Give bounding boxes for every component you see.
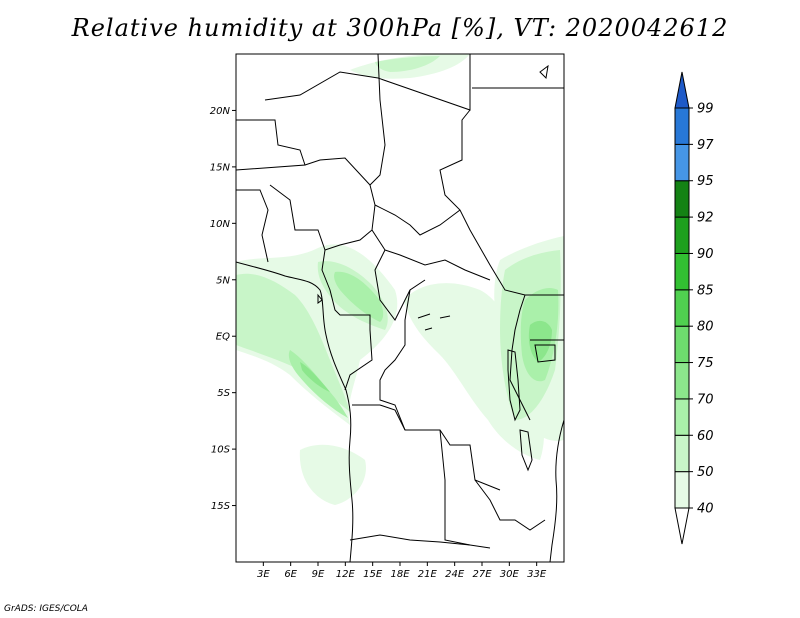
colorbar-segment bbox=[674, 289, 690, 327]
lon-tick-label: 15E bbox=[363, 569, 383, 580]
colorbar-segment bbox=[674, 434, 690, 473]
lat-tick-label: 15N bbox=[210, 162, 231, 173]
border-line bbox=[439, 429, 471, 546]
country-borders bbox=[236, 54, 564, 562]
colorbar-segment bbox=[674, 398, 690, 436]
lon-tick-label: 33E bbox=[527, 569, 547, 580]
border-line bbox=[321, 249, 373, 391]
lat-tick-label: 15S bbox=[211, 501, 231, 512]
colorbar-segment bbox=[674, 252, 690, 291]
border-line bbox=[384, 249, 491, 281]
colorbar: 40 50 60 70 75 80 85 90 92 95 97 99 bbox=[674, 71, 714, 545]
lat-tick-label: 20N bbox=[210, 106, 231, 117]
humidity-region-medium bbox=[375, 56, 440, 72]
border-line bbox=[379, 289, 411, 431]
colorbar-label: 40 bbox=[697, 502, 714, 517]
colorbar-label: 50 bbox=[697, 465, 714, 480]
lon-tick-label: 21E bbox=[418, 569, 438, 580]
longitude-axis: 3E 6E 9E 12E 15E 18E 21E 24E 27E 30E 33E bbox=[257, 562, 547, 580]
map-title: Relative humidity at 300hPa [%], VT: 202… bbox=[71, 14, 729, 42]
border-line bbox=[269, 184, 373, 251]
border-line bbox=[352, 404, 501, 491]
humidity-region-dark bbox=[334, 271, 384, 322]
colorbar-label: 99 bbox=[697, 102, 714, 117]
lon-tick-label: 9E bbox=[312, 569, 325, 580]
colorbar-label: 85 bbox=[697, 283, 714, 298]
border-line bbox=[374, 204, 461, 236]
colorbar-segment bbox=[674, 143, 690, 182]
island-outline bbox=[317, 293, 323, 304]
lake-outline bbox=[534, 344, 556, 363]
latitude-axis: 20N 15N 10N 5N EQ 5S 10S 15S bbox=[210, 106, 236, 512]
lat-tick-label: 10N bbox=[210, 219, 231, 230]
lat-tick-label: 5N bbox=[216, 275, 230, 286]
lon-tick-label: 12E bbox=[336, 569, 356, 580]
colorbar-segment bbox=[674, 216, 690, 254]
humidity-region-medium bbox=[236, 273, 350, 412]
island-outline bbox=[539, 64, 549, 80]
colorbar-label: 75 bbox=[697, 356, 714, 371]
lon-tick-label: 27E bbox=[472, 569, 492, 580]
colorbar-segment bbox=[674, 107, 690, 145]
colorbar-upper-arrow bbox=[674, 71, 690, 109]
lat-tick-label: 5S bbox=[217, 388, 230, 399]
border-line bbox=[264, 54, 471, 111]
border-line bbox=[474, 479, 546, 531]
colorbar-segment bbox=[674, 471, 690, 509]
colorbar-lower-arrow bbox=[674, 507, 690, 545]
border-line bbox=[349, 534, 491, 549]
colorbar-label: 90 bbox=[697, 247, 714, 262]
colorbar-label: 97 bbox=[697, 138, 714, 153]
colorbar-label: 80 bbox=[697, 320, 714, 335]
lat-tick-label: EQ bbox=[216, 332, 230, 343]
coastline-east bbox=[549, 419, 564, 562]
border-line bbox=[236, 189, 269, 263]
colorbar-label: 92 bbox=[697, 211, 714, 226]
lon-tick-label: 18E bbox=[390, 569, 410, 580]
grads-credit: GrADS: IGES/COLA bbox=[4, 604, 88, 614]
river-outline bbox=[417, 313, 451, 331]
lon-tick-label: 24E bbox=[445, 569, 465, 580]
humidity-field bbox=[236, 54, 564, 505]
lat-tick-label: 10S bbox=[211, 445, 231, 456]
border-line bbox=[304, 54, 386, 186]
colorbar-label: 70 bbox=[697, 392, 714, 407]
lake-outline bbox=[507, 349, 521, 422]
border-line bbox=[369, 184, 426, 321]
humidity-region-dark bbox=[528, 320, 552, 362]
humidity-region-dark bbox=[300, 362, 330, 392]
colorbar-segment bbox=[674, 180, 690, 218]
humidity-region-light bbox=[299, 444, 366, 505]
lon-tick-label: 3E bbox=[257, 569, 270, 580]
colorbar-label: 95 bbox=[697, 174, 714, 189]
colorbar-segment bbox=[674, 325, 690, 364]
colorbar-segment bbox=[674, 362, 690, 400]
coastline-west bbox=[236, 261, 354, 562]
lon-tick-label: 30E bbox=[500, 569, 520, 580]
lon-tick-label: 6E bbox=[284, 569, 297, 580]
border-line bbox=[509, 294, 531, 421]
colorbar-label: 60 bbox=[697, 429, 714, 444]
lake-outline bbox=[519, 429, 533, 472]
border-line bbox=[236, 119, 306, 171]
